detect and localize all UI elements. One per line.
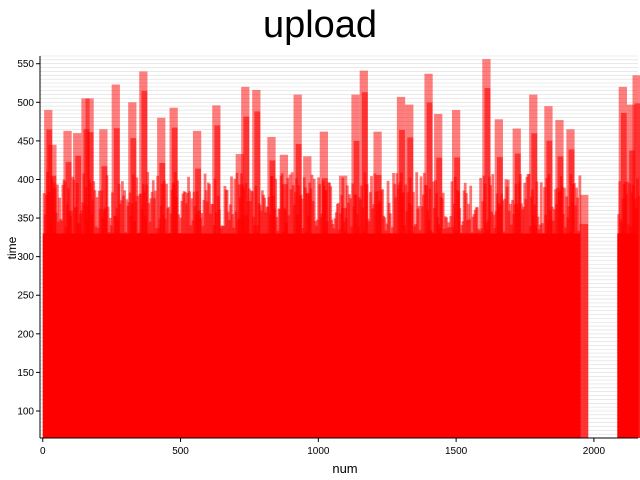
y-tick-label: 250	[17, 291, 34, 302]
bar	[171, 127, 178, 438]
bar	[214, 125, 221, 438]
y-tick-label: 100	[17, 406, 34, 417]
bar	[629, 150, 635, 438]
bar	[269, 160, 276, 439]
bar	[321, 178, 328, 438]
x-tick-label: 0	[40, 446, 46, 457]
bar	[514, 153, 521, 438]
bar	[295, 144, 302, 438]
bar	[436, 157, 443, 438]
y-tick-label: 200	[17, 329, 34, 340]
bar	[568, 149, 575, 438]
y-tick-label: 500	[17, 98, 34, 109]
x-tick-label: 1000	[307, 446, 330, 457]
y-tick-label: 450	[17, 136, 34, 147]
bar	[341, 207, 347, 438]
bar	[375, 174, 382, 438]
bar	[50, 175, 57, 438]
bar	[407, 137, 414, 438]
bar	[620, 112, 627, 439]
y-tick-label: 400	[17, 175, 34, 186]
bar	[426, 102, 433, 438]
bar	[361, 92, 368, 438]
bars	[42, 59, 640, 439]
bar	[634, 103, 640, 438]
x-axis-label: num	[332, 461, 357, 476]
x-tick-label: 1500	[445, 446, 468, 457]
y-tick-label: 550	[17, 59, 34, 70]
x-tick-label: 500	[172, 446, 189, 457]
bar	[399, 130, 405, 439]
axes: 0 500 1000 1500 2000 100 150 200 250 300 350 400 450…	[17, 56, 638, 457]
bar	[582, 224, 589, 438]
y-tick-label: 300	[17, 252, 34, 263]
bar	[484, 88, 491, 438]
bar	[254, 111, 261, 438]
bar	[101, 166, 108, 438]
bar	[130, 138, 137, 439]
bar	[496, 157, 503, 438]
bar	[87, 132, 94, 439]
bar	[195, 168, 201, 438]
x-tick-label: 2000	[583, 446, 606, 457]
y-tick-label: 350	[17, 214, 34, 225]
chart-title: upload	[262, 4, 378, 46]
bar	[305, 193, 312, 438]
bar	[353, 140, 360, 438]
bar	[243, 116, 250, 438]
bar	[237, 184, 244, 438]
bar	[531, 133, 538, 438]
y-axis-label: time	[5, 236, 19, 259]
bar	[113, 128, 120, 438]
bar	[546, 140, 553, 438]
bar	[557, 156, 564, 439]
bar	[141, 90, 148, 439]
bar	[281, 184, 288, 438]
bar	[75, 155, 82, 438]
bar	[454, 157, 460, 438]
y-tick-label: 150	[17, 368, 34, 379]
bar	[65, 162, 72, 438]
bar	[159, 162, 166, 439]
